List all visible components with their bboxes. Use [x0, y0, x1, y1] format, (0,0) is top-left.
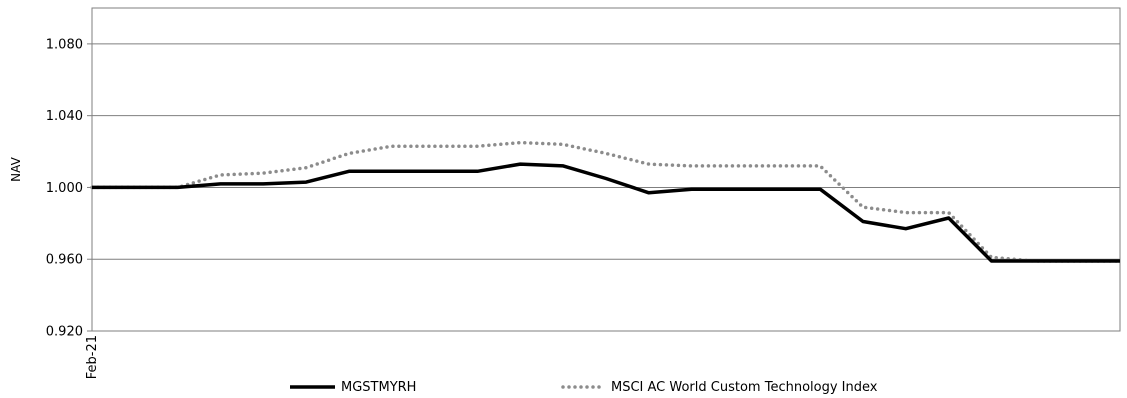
- legend-label-msci-index: MSCI AC World Custom Technology Index: [611, 380, 878, 395]
- plot-area-frame: [91, 7, 1121, 332]
- x-axis-tick-labels: Feb-21: [85, 335, 100, 379]
- y-tick-label: 0.960: [46, 253, 83, 268]
- gridlines: [87, 43, 1120, 332]
- series-line-mgstmyrh: [92, 162, 1120, 263]
- series-line-msci-index: [90, 140, 1122, 263]
- y-tick-label: 1.000: [46, 181, 83, 196]
- legend-label-mgstmyrh: MGSTMYRH: [341, 380, 416, 395]
- series-lines: [90, 140, 1122, 263]
- y-tick-label: 0.920: [46, 325, 83, 340]
- y-axis-title: NAV: [9, 156, 23, 181]
- y-axis-tick-labels: 0.920 0.960 1.000 1.040 1.080: [46, 37, 83, 339]
- x-tick-label: Feb-21: [85, 335, 100, 379]
- y-tick-label: 1.080: [46, 37, 83, 52]
- legend: MGSTMYRH MSCI AC World Custom Technology…: [290, 380, 878, 395]
- y-tick-label: 1.040: [46, 109, 83, 124]
